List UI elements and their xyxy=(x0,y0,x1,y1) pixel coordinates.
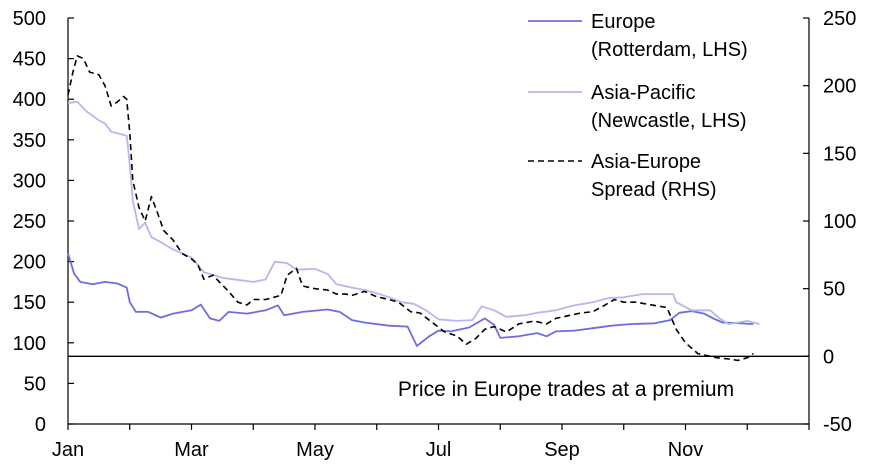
right-tick-label: -50 xyxy=(823,414,852,436)
right-tick-label: 0 xyxy=(823,346,834,368)
left-tick-label: 0 xyxy=(35,414,46,436)
left-tick-label: 400 xyxy=(13,89,46,111)
series-layer xyxy=(67,55,760,362)
left-tick-label: 200 xyxy=(13,252,46,274)
x-axis-ticks: Jan Mar May Jul Sep Nov xyxy=(52,424,810,461)
left-tick-label: 500 xyxy=(13,8,46,30)
legend-label: Spread (RHS) xyxy=(591,179,717,201)
series-line-asia-pacific xyxy=(67,100,760,325)
right-tick-label: 100 xyxy=(823,211,856,233)
left-tick-label: 350 xyxy=(13,130,46,152)
legend: Europe (Rotterdam, LHS) Asia-Pacific (Newca… xyxy=(528,11,748,201)
right-tick-label: 200 xyxy=(823,76,856,98)
legend-label: (Newcastle, LHS) xyxy=(591,110,747,132)
left-tick-label: 150 xyxy=(13,292,46,314)
x-tick-label: Sep xyxy=(544,439,580,461)
series-line-asia-europe xyxy=(67,55,754,362)
left-tick-label: 250 xyxy=(13,211,46,233)
legend-label: Asia-Europe xyxy=(591,151,701,173)
x-tick-label: May xyxy=(296,439,334,461)
right-tick-label: 250 xyxy=(823,8,856,30)
left-tick-label: 300 xyxy=(13,170,46,192)
x-tick-label: Mar xyxy=(174,439,209,461)
right-tick-label: 150 xyxy=(823,143,856,165)
left-tick-label: 100 xyxy=(13,333,46,355)
right-tick-label: 50 xyxy=(823,279,845,301)
legend-label: Europe xyxy=(591,11,656,33)
annotation-text: Price in Europe trades at a premium xyxy=(398,378,734,401)
left-axis-ticks: 0 50 100 150 200 250 300 350 400 450 500 xyxy=(13,8,74,436)
legend-label: (Rotterdam, LHS) xyxy=(591,39,748,61)
series-line-europe xyxy=(67,253,754,347)
plot-frame xyxy=(67,18,810,425)
right-axis-ticks: -50 0 50 100 150 200 250 xyxy=(803,8,856,436)
legend-label: Asia-Pacific xyxy=(591,82,695,104)
left-tick-label: 50 xyxy=(24,373,46,395)
x-tick-label: Jan xyxy=(52,439,84,461)
x-tick-label: Nov xyxy=(668,439,704,461)
x-tick-label: Jul xyxy=(426,439,452,461)
left-tick-label: 450 xyxy=(13,49,46,71)
